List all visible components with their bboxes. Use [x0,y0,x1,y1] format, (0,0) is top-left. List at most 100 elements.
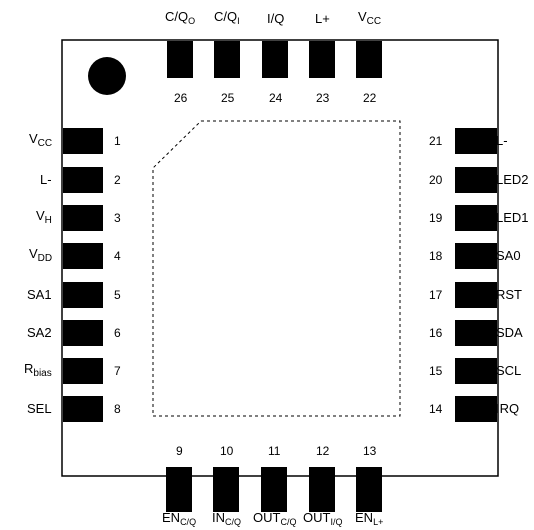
pin-number-12: 12 [316,444,330,458]
pin-name-subscript: I/Q [330,517,343,527]
pin-name-main: IRQ [496,401,520,416]
pin-name-subscript: L+ [373,517,384,527]
pin-name-main: R [24,361,34,376]
pin-name-main: RST [496,287,522,302]
pin-number-11: 11 [268,444,281,458]
pin-name-subscript: CC [37,138,53,149]
pin-name-main: SEL [27,401,52,416]
pin-pad-26 [167,41,193,78]
pin-name-subscript: C/Q [225,517,242,527]
pin-name-main: IN [212,510,225,525]
pin-number-1: 1 [114,134,121,148]
pin-number-5: 5 [114,288,121,302]
pin-name-3: VH [36,208,52,229]
pin-number-14: 14 [429,402,443,416]
pin-name-10: INC/Q [212,510,241,530]
pin-name-main: C/Q [214,9,238,24]
pin-name-7: Rbias [24,361,52,382]
pin-number-17: 17 [429,288,443,302]
pin-number-22: 22 [363,91,377,105]
pin-name-main: C/Q [165,9,189,24]
pin-number-25: 25 [221,91,235,105]
pin-name-main: OUT [253,510,281,525]
pin-number-19: 19 [429,211,443,225]
pin-number-3: 3 [114,211,121,225]
pin-pad-3 [63,205,103,231]
pin-pad-19 [455,205,497,231]
pin-name-20: LED2 [496,172,529,188]
pin-name-main: SDA [496,325,523,340]
pin-name-11: OUTC/Q [253,510,296,530]
pin-pad-18 [455,243,497,269]
pin-pad-6 [63,320,103,346]
pin-number-13: 13 [363,444,377,458]
pin-name-22: VCC [358,9,381,30]
pin-number-15: 15 [429,364,443,378]
pin-number-2: 2 [114,173,121,187]
pin-name-main: LED2 [496,172,529,187]
pin-name-subscript: C/Q [180,517,197,527]
pin-name-subscript: O [188,16,196,26]
pin-pad-14 [455,396,497,422]
pin-number-18: 18 [429,249,443,263]
pin-pad-16 [455,320,497,346]
pin-pad-7 [63,358,103,384]
pin-number-24: 24 [269,91,283,105]
pin-name-9: ENC/Q [162,510,196,530]
pin-name-subscript: CC [366,16,382,27]
pin-number-9: 9 [176,444,183,458]
pin-name-24: I/Q [267,11,284,27]
pin-name-5: SA1 [27,287,52,303]
pin-pad-25 [214,41,240,78]
pin-pad-8 [63,396,103,422]
pin-pad-10 [213,467,239,512]
pin-number-7: 7 [114,364,121,378]
pin-pad-11 [261,467,287,512]
pin-name-25: C/QI [214,9,240,29]
pin-number-8: 8 [114,402,121,416]
pin-name-main: EN [355,510,374,525]
pin-pad-20 [455,167,497,193]
pin-pad-1 [63,128,103,154]
pin-pad-23 [309,41,335,78]
pin-name-6: SA2 [27,325,52,341]
pin-name-17: RST [496,287,522,303]
pin-pad-2 [63,167,103,193]
pin-name-12: OUTI/Q [303,510,342,530]
pin-pad-9 [166,467,192,512]
pin-name-13: ENL+ [355,510,383,530]
pin-number-10: 10 [220,444,234,458]
pin-number-4: 4 [114,249,121,263]
pin-name-main: V [358,9,367,24]
pin-name-subscript: H [44,215,52,226]
pin-name-main: OUT [303,510,331,525]
pin-pad-17 [455,282,497,308]
pin-name-1: VCC [29,131,52,152]
pin-number-20: 20 [429,173,443,187]
pin-number-26: 26 [174,91,188,105]
pin-name-subscript: bias [33,368,52,379]
pin-name-21: L- [496,133,508,149]
pin-pad-15 [455,358,497,384]
pin1-marker-dot [88,57,126,95]
pin-number-16: 16 [429,326,443,340]
pin-name-main: SCL [496,363,522,378]
pin-pad-24 [262,41,288,78]
pin-name-23: L+ [315,11,330,27]
pin-number-23: 23 [316,91,330,105]
pin-name-main: SA1 [27,287,52,302]
pin-name-main: LED1 [496,210,529,225]
pin-name-2: L- [40,172,52,188]
pin-pad-13 [356,467,382,512]
package-body [61,39,499,477]
pin-name-subscript: I [237,16,240,26]
pin-name-main: V [29,131,38,146]
pin-pad-12 [309,467,335,512]
pin-name-main: I/Q [267,11,285,26]
pin-name-main: EN [162,510,181,525]
pin-name-26: C/QO [165,9,195,29]
pin-name-18: SA0 [496,248,521,264]
pin-name-main: L+ [315,11,330,26]
